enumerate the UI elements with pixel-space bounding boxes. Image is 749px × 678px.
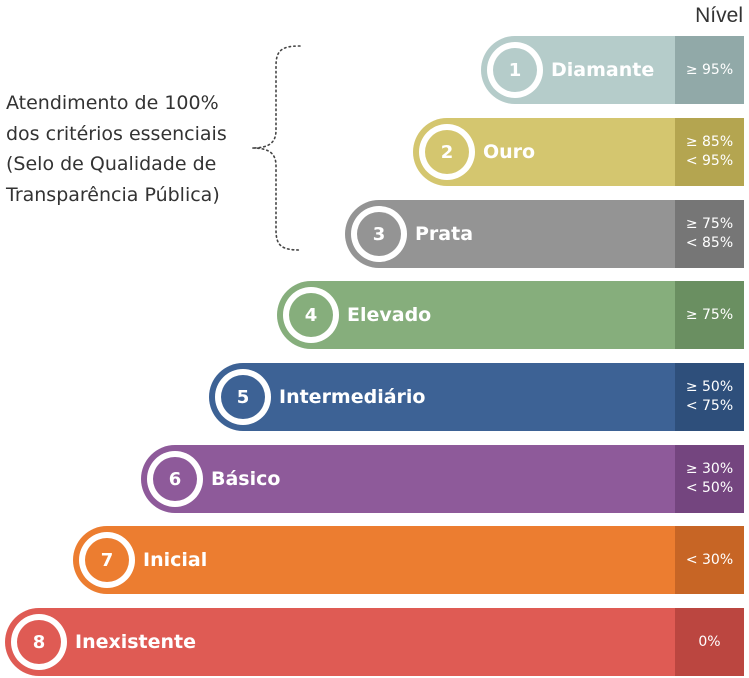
- level-badge: 6: [147, 451, 203, 507]
- annotation-line: dos critérios essenciais: [6, 122, 227, 145]
- level-badge: 1: [487, 42, 543, 98]
- level-range: ≥ 50% < 75%: [675, 363, 744, 431]
- level-bar-ouro: 2 Ouro ≥ 85% < 95%: [413, 118, 744, 186]
- range-line: < 30%: [685, 551, 734, 568]
- level-badge: 5: [215, 369, 271, 425]
- level-bar-inexistente: 8 Inexistente 0%: [5, 608, 744, 676]
- annotation-line: (Selo de Qualidade de: [6, 153, 217, 175]
- level-name: Elevado: [347, 304, 432, 326]
- dotted-brace-icon: [251, 45, 301, 251]
- level-badge: 4: [283, 287, 339, 343]
- range-line: ≥ 30%: [685, 461, 734, 477]
- level-number: 6: [153, 457, 197, 501]
- range-line: < 85%: [685, 235, 734, 251]
- level-number: 8: [17, 620, 61, 664]
- level-number: 3: [357, 212, 401, 256]
- level-number: 2: [425, 130, 469, 174]
- level-badge: 7: [79, 532, 135, 588]
- level-bar-intermediario: 5 Intermediário ≥ 50% < 75%: [209, 363, 744, 431]
- level-bar-inicial: 7 Inicial < 30%: [73, 526, 744, 594]
- level-name: Diamante: [551, 59, 655, 81]
- range-line: ≥ 50%: [685, 379, 734, 395]
- level-bar-elevado: 4 Elevado ≥ 75%: [277, 281, 744, 349]
- level-range: ≥ 95%: [675, 36, 744, 104]
- level-badge: 2: [419, 124, 475, 180]
- level-range: ≥ 30% < 50%: [675, 445, 744, 513]
- level-name: Inicial: [143, 549, 208, 571]
- level-name: Intermediário: [279, 386, 426, 408]
- level-range: ≥ 75% < 85%: [675, 200, 744, 268]
- essential-criteria-annotation: Atendimento de 100% dos critérios essenc…: [6, 88, 256, 210]
- level-name: Ouro: [483, 141, 536, 163]
- level-number: 7: [85, 538, 129, 582]
- range-line: 0%: [698, 633, 721, 650]
- range-line: ≥ 95%: [685, 61, 734, 78]
- level-bar-prata: 3 Prata ≥ 75% < 85%: [345, 200, 744, 268]
- level-range: 0%: [675, 608, 744, 676]
- level-number: 5: [221, 375, 265, 419]
- level-bar-basico: 6 Básico ≥ 30% < 50%: [141, 445, 744, 513]
- level-bar-diamante: 1 Diamante ≥ 95%: [481, 36, 744, 104]
- level-name: Básico: [211, 468, 281, 490]
- range-line: ≥ 75%: [685, 306, 734, 323]
- level-number: 1: [493, 48, 537, 92]
- level-badge: 3: [351, 206, 407, 262]
- level-badge: 8: [11, 614, 67, 670]
- range-line: < 75%: [685, 398, 734, 414]
- level-range: < 30%: [675, 526, 744, 594]
- level-number: 4: [289, 293, 333, 337]
- annotation-line: Transparência Pública): [6, 183, 220, 206]
- range-line: ≥ 85%: [685, 134, 734, 150]
- range-line: < 95%: [685, 153, 734, 169]
- nivel-column-header: Nível: [695, 4, 743, 27]
- level-name: Inexistente: [75, 631, 197, 653]
- level-range: ≥ 75%: [675, 281, 744, 349]
- level-range: ≥ 85% < 95%: [675, 118, 744, 186]
- range-line: ≥ 75%: [685, 216, 734, 232]
- range-line: < 50%: [685, 480, 734, 496]
- annotation-line: Atendimento de 100%: [6, 92, 219, 114]
- level-name: Prata: [415, 223, 474, 245]
